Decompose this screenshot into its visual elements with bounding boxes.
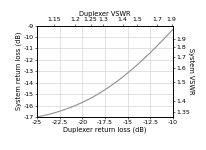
X-axis label: Duplexer return loss (dB): Duplexer return loss (dB) xyxy=(63,127,147,133)
Y-axis label: System return loss (dB): System return loss (dB) xyxy=(16,32,22,111)
Y-axis label: System VSWR: System VSWR xyxy=(188,48,194,94)
X-axis label: Duplexer VSWR: Duplexer VSWR xyxy=(79,11,131,17)
